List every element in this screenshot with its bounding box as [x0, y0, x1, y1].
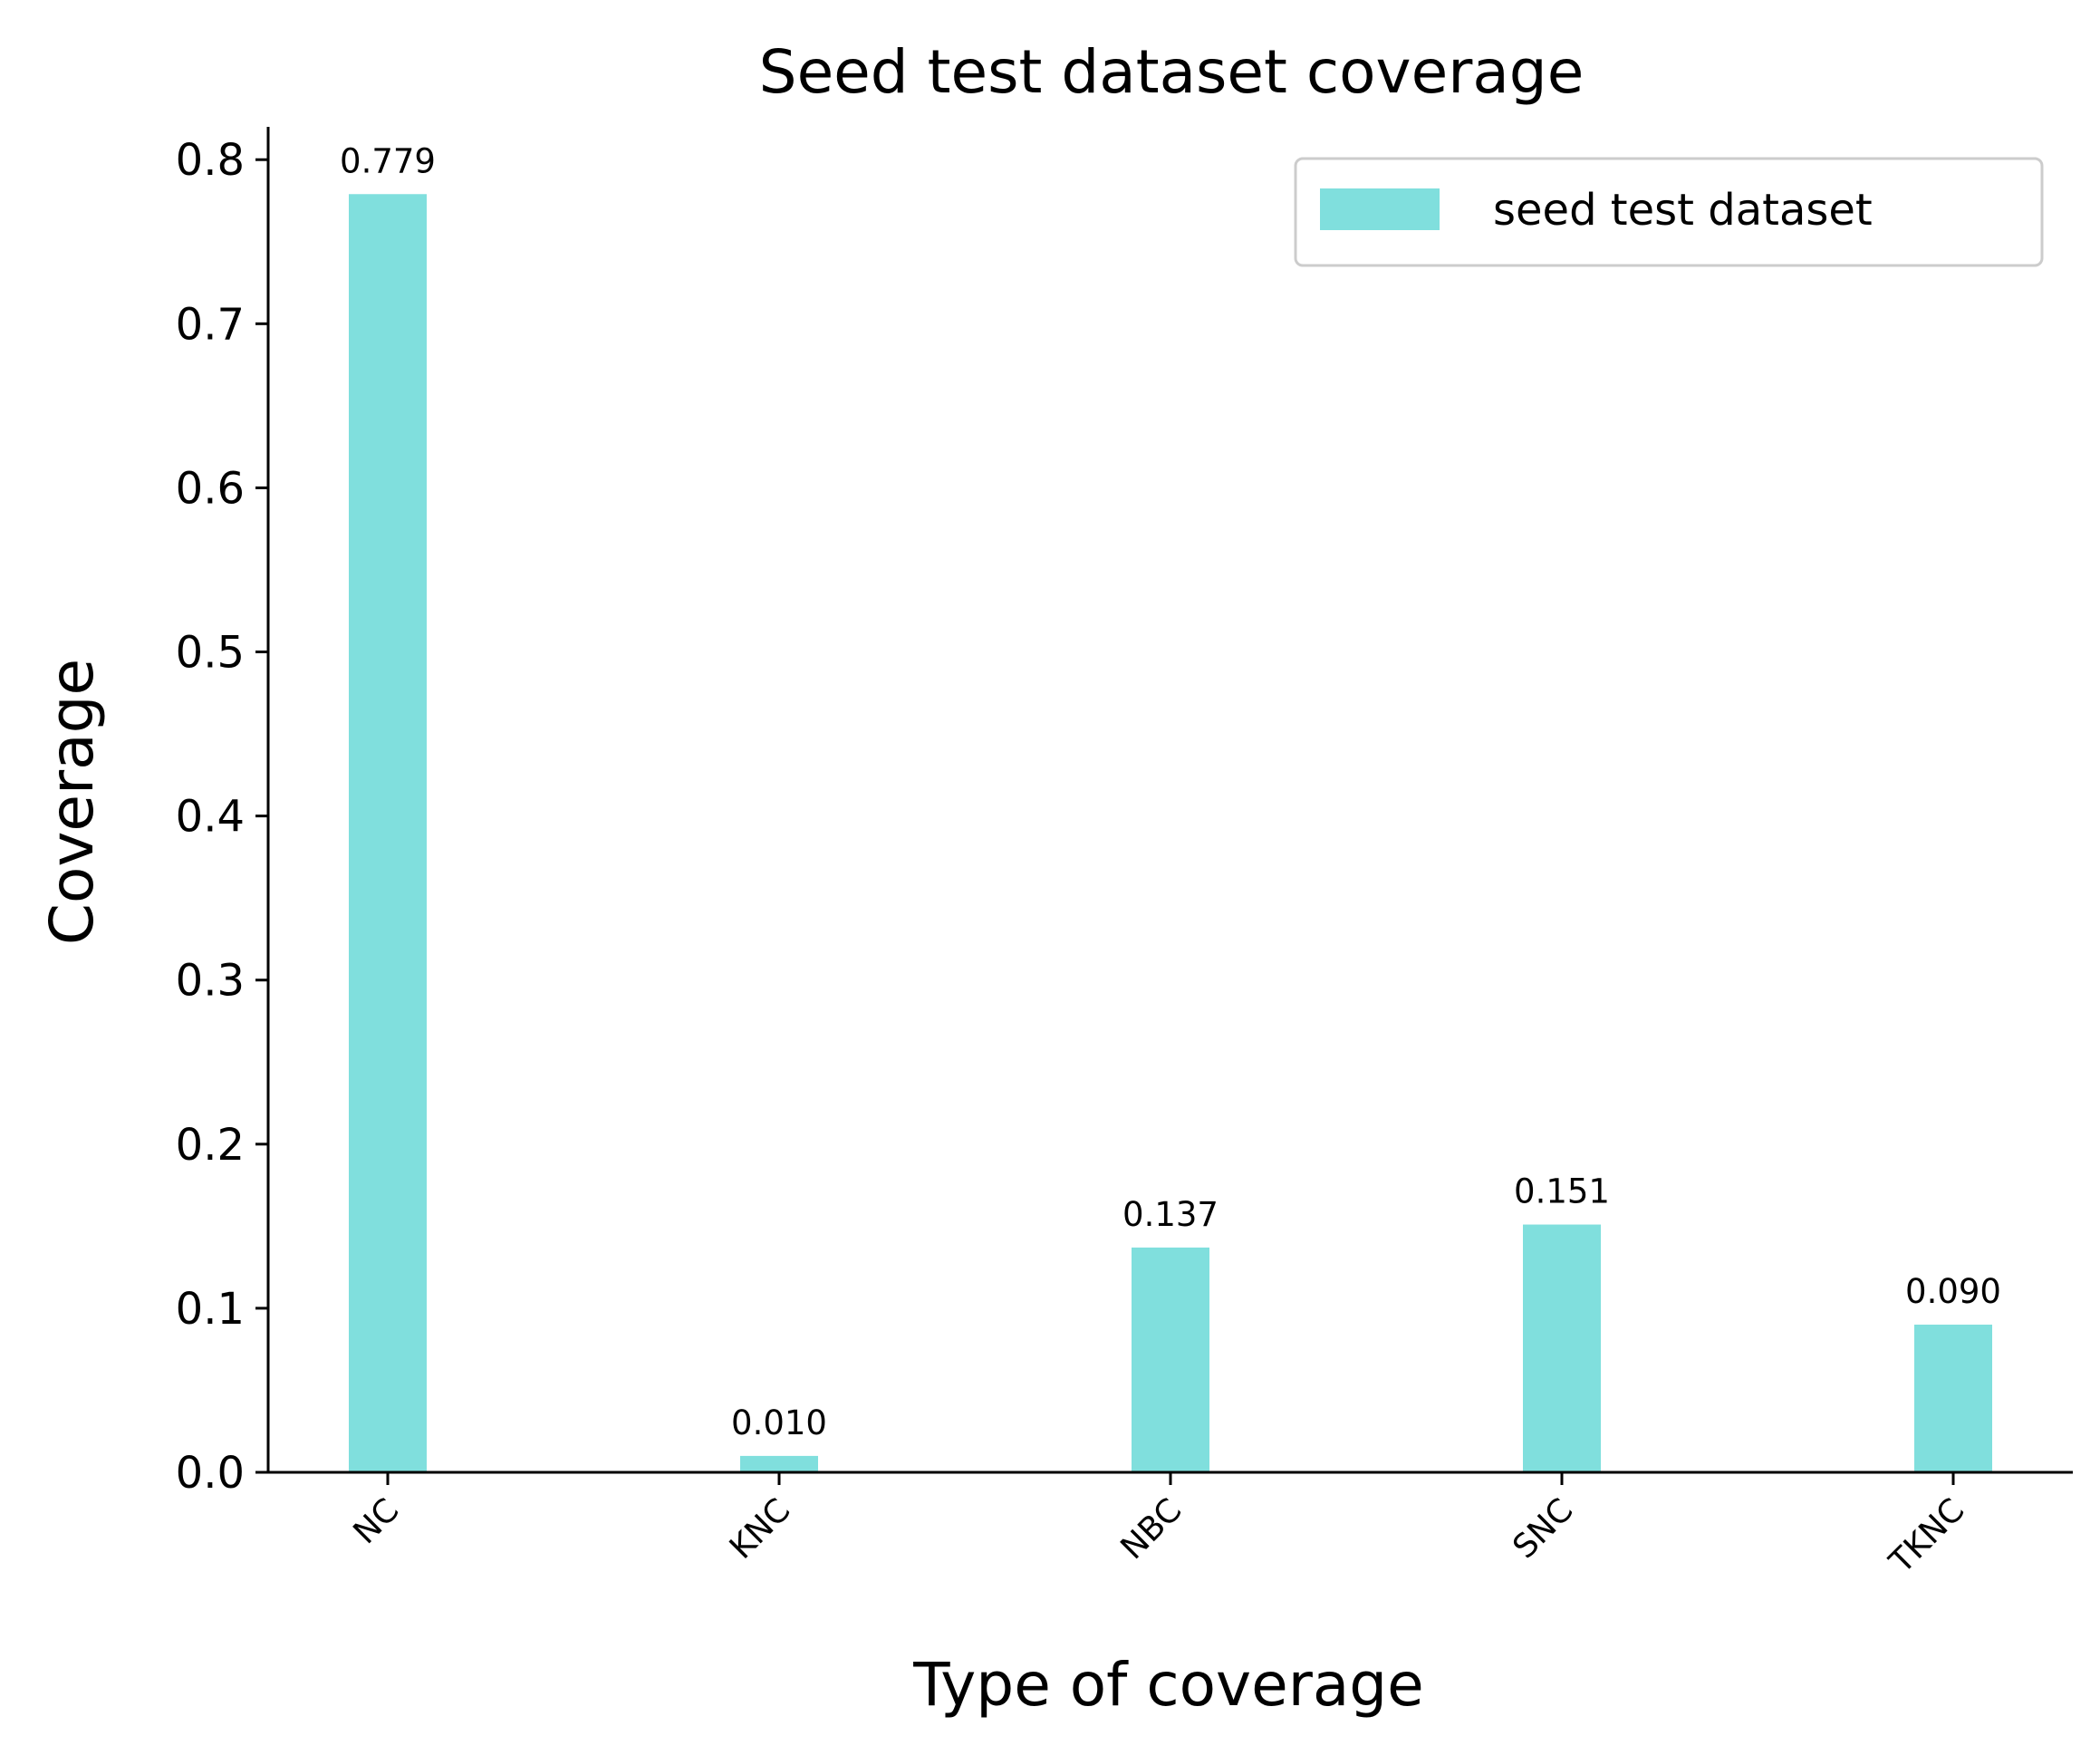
- bar-nbc: [1132, 1247, 1209, 1472]
- bar-nc: [349, 194, 427, 1472]
- y-tick-label: 0.3: [176, 956, 245, 1007]
- legend: seed test dataset: [1294, 157, 2044, 267]
- bars-layer: [349, 194, 1992, 1472]
- legend-swatch: [1320, 188, 1440, 230]
- y-tick-label: 0.0: [176, 1448, 245, 1499]
- y-tick-label: 0.7: [176, 299, 245, 350]
- value-label-nbc: 0.137: [1122, 1195, 1219, 1234]
- y-tick-label: 0.1: [176, 1284, 245, 1335]
- x-tick-label-nc: NC: [347, 1491, 407, 1551]
- y-tick-label: 0.5: [176, 628, 245, 679]
- legend-label: seed test dataset: [1493, 185, 1873, 236]
- bar-snc: [1523, 1224, 1601, 1472]
- value-label-nc: 0.779: [340, 141, 436, 180]
- bar-knc: [740, 1455, 818, 1472]
- x-tick-label-tknc: TKNC: [1883, 1491, 1972, 1581]
- y-tick-label: 0.8: [176, 135, 245, 186]
- x-tick-label-nbc: NBC: [1114, 1491, 1190, 1567]
- chart-title: Seed test dataset coverage: [759, 37, 1585, 107]
- x-tick-label-knc: KNC: [723, 1491, 798, 1567]
- x-tick-label-snc: SNC: [1506, 1491, 1580, 1566]
- y-axis-label: Coverage: [37, 659, 107, 945]
- x-ticks: NC KNC NBC SNC TKNC: [347, 1472, 1972, 1581]
- value-label-knc: 0.010: [731, 1403, 827, 1442]
- value-label-tknc: 0.090: [1905, 1272, 2001, 1311]
- bar-tknc: [1914, 1325, 1992, 1472]
- x-axis-label: Type of coverage: [912, 1650, 1424, 1720]
- y-tick-label: 0.2: [176, 1120, 245, 1171]
- y-tick-label: 0.4: [176, 792, 245, 843]
- legend-frame: [1294, 157, 2044, 267]
- y-tick-label: 0.6: [176, 463, 245, 514]
- value-labels-layer: 0.779 0.010 0.137 0.151 0.090: [340, 141, 2001, 1442]
- value-label-snc: 0.151: [1514, 1172, 1610, 1211]
- y-ticks: 0.0 0.1 0.2 0.3 0.4 0.5 0.6 0.7 0.8: [176, 135, 268, 1499]
